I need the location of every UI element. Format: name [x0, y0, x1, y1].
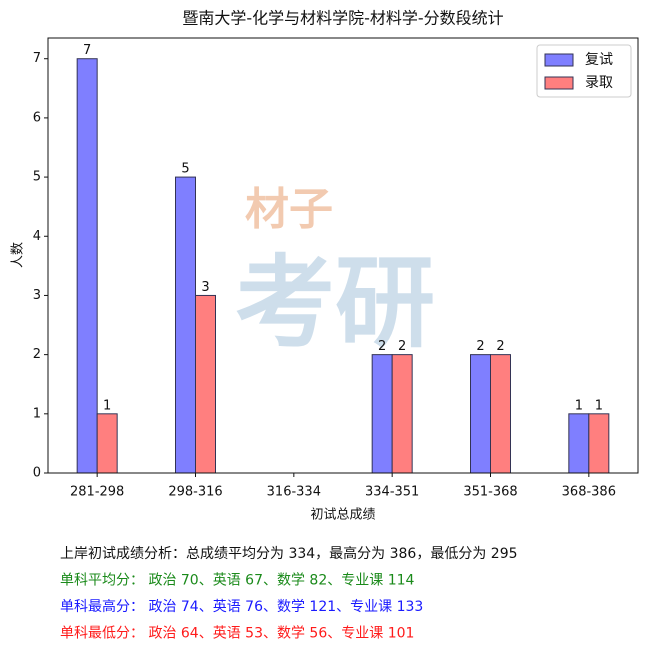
x-tick-label: 368-386 [562, 485, 616, 500]
plot-frame [47, 37, 639, 474]
value-label: 7 [83, 43, 91, 58]
x-tick-label: 351-368 [463, 485, 517, 500]
y-tick-label: 0 [33, 466, 41, 481]
x-tick-label: 334-351 [365, 485, 419, 500]
bar [76, 58, 98, 474]
bar [175, 176, 196, 474]
value-label: 2 [398, 339, 406, 354]
legend-swatch [544, 53, 574, 67]
x-tick-label: 298-316 [168, 485, 222, 500]
value-label: 3 [201, 280, 209, 295]
analysis-line: 单科最低分： 政治 64、英语 53、数学 56、专业课 101 [60, 625, 414, 642]
watermark: 考研 [235, 244, 435, 361]
bar [490, 354, 511, 474]
legend-swatch [544, 76, 574, 90]
y-tick-label: 4 [33, 229, 41, 244]
y-axis-label: 人数 [11, 242, 26, 268]
value-label: 2 [378, 339, 386, 354]
analysis-line: 单科最高分： 政治 74、英语 76、数学 121、专业课 133 [60, 598, 423, 615]
y-tick-label: 5 [33, 170, 41, 185]
y-tick-label: 7 [33, 51, 41, 66]
bar [371, 354, 393, 474]
value-label: 1 [595, 398, 603, 413]
y-tick-label: 2 [33, 347, 41, 362]
bar [588, 413, 610, 474]
analysis-line: 单科平均分： 政治 70、英语 67、数学 82、专业课 114 [60, 572, 415, 589]
x-tick-label: 316-334 [267, 485, 321, 500]
x-tick-label: 281-298 [70, 485, 124, 500]
watermark: 材子 [245, 184, 333, 235]
x-axis-label: 初试总成绩 [310, 508, 375, 523]
bar [195, 294, 216, 474]
bar [470, 354, 491, 474]
bar [96, 413, 118, 474]
value-label: 2 [496, 339, 504, 354]
bar [568, 413, 590, 474]
value-label: 5 [181, 162, 189, 177]
legend-label: 录取 [585, 75, 613, 91]
y-tick-label: 1 [33, 406, 41, 421]
bar [391, 354, 413, 474]
analysis-line: 上岸初试成绩分析：总成绩平均分为 334，最高分为 386，最低分为 295 [60, 545, 518, 562]
chart-title: 暨南大学-化学与材料学院-材料学-分数段统计 [182, 9, 503, 28]
value-label: 1 [575, 398, 583, 413]
value-label: 2 [476, 339, 484, 354]
y-tick-label: 6 [33, 110, 41, 125]
y-tick-label: 3 [33, 288, 41, 303]
legend-label: 复试 [585, 51, 613, 68]
value-label: 1 [103, 398, 111, 413]
